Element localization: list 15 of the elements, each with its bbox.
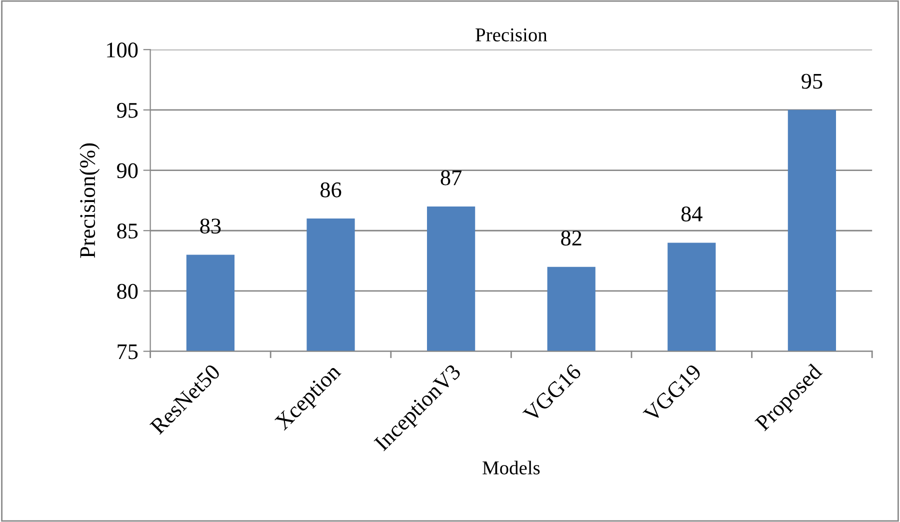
y-tick-label: 75 — [118, 344, 138, 360]
y-tick-label: 80 — [117, 284, 138, 299]
data-label: 87 — [440, 170, 462, 186]
x-axis-title: Models — [482, 460, 540, 474]
data-label: 95 — [802, 74, 822, 89]
chart-title: Precision — [476, 28, 548, 42]
y-axis-title: Precision(%) — [79, 143, 100, 258]
data-label: 86 — [320, 182, 342, 198]
y-tick-label: 95 — [116, 102, 138, 118]
data-label: 84 — [681, 206, 702, 222]
y-tick-label: 85 — [117, 224, 138, 239]
data-label: 83 — [200, 218, 221, 234]
y-tick-label: 100 — [107, 42, 138, 58]
data-label: 82 — [561, 230, 582, 246]
y-tick-label: 90 — [116, 163, 138, 178]
